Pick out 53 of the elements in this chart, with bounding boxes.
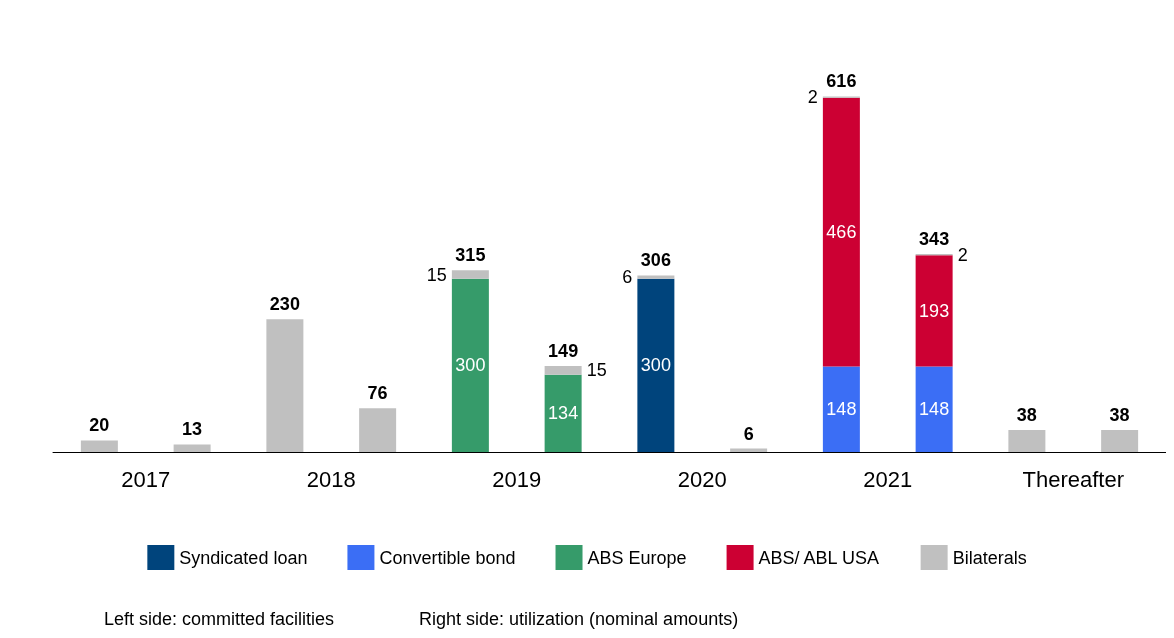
x-tick-label: 2018 (306, 466, 356, 492)
text: Left side: committed facilities (104, 609, 335, 629)
data-label: 193 (919, 300, 950, 321)
bar (451, 270, 489, 279)
x-tick-label: 2021 (863, 466, 913, 492)
total-label: 616 (826, 71, 857, 92)
data-label: 148 (826, 399, 857, 420)
x-tick-label: 2020 (677, 466, 727, 492)
bar (80, 440, 118, 452)
x-tick-label: 2017 (121, 466, 171, 492)
bar (359, 408, 397, 452)
total-label: 20 (89, 415, 110, 436)
data-label: 6 (622, 267, 633, 288)
data-label: 134 (548, 403, 579, 424)
bar (544, 366, 582, 375)
bar (266, 319, 304, 452)
bar (822, 97, 860, 367)
bar (915, 255, 953, 367)
total-label: 306 (640, 250, 671, 271)
total-label: 315 (455, 245, 486, 266)
bar (1008, 430, 1046, 452)
bar (544, 374, 582, 452)
bar (637, 275, 675, 279)
legend-label: Syndicated loan (179, 547, 308, 568)
text: Right side: utilization (nominal amounts) (419, 609, 739, 629)
total-label: 38 (1109, 405, 1130, 426)
legend-label: ABS Europe (587, 547, 687, 568)
data-label: 300 (640, 355, 671, 376)
legend-label: Convertible bond (379, 547, 516, 568)
bar (173, 444, 211, 452)
x-tick-label: 2019 (492, 466, 542, 492)
total-label: 230 (269, 294, 300, 315)
data-label: 2 (807, 87, 818, 108)
legend-label: Bilaterals (952, 547, 1027, 568)
data-label: 2 (957, 244, 968, 265)
x-tick-label: Thereafter (1022, 466, 1124, 492)
data-label: 300 (455, 355, 486, 376)
bar (637, 278, 675, 452)
data-label: 148 (919, 399, 950, 420)
total-label: 149 (548, 341, 579, 362)
bar (822, 366, 860, 452)
total-label: 13 (182, 419, 203, 440)
legend-label: ABS/ ABL USA (758, 547, 879, 568)
bar (1101, 430, 1139, 452)
bar (915, 366, 953, 452)
total-label: 6 (743, 423, 754, 444)
total-label: 343 (919, 229, 950, 250)
total-label: 76 (367, 383, 388, 404)
data-label: 15 (586, 360, 607, 381)
data-label: 15 (426, 264, 447, 285)
data-label: 466 (826, 222, 857, 243)
bar (451, 278, 489, 452)
total-label: 38 (1016, 405, 1037, 426)
